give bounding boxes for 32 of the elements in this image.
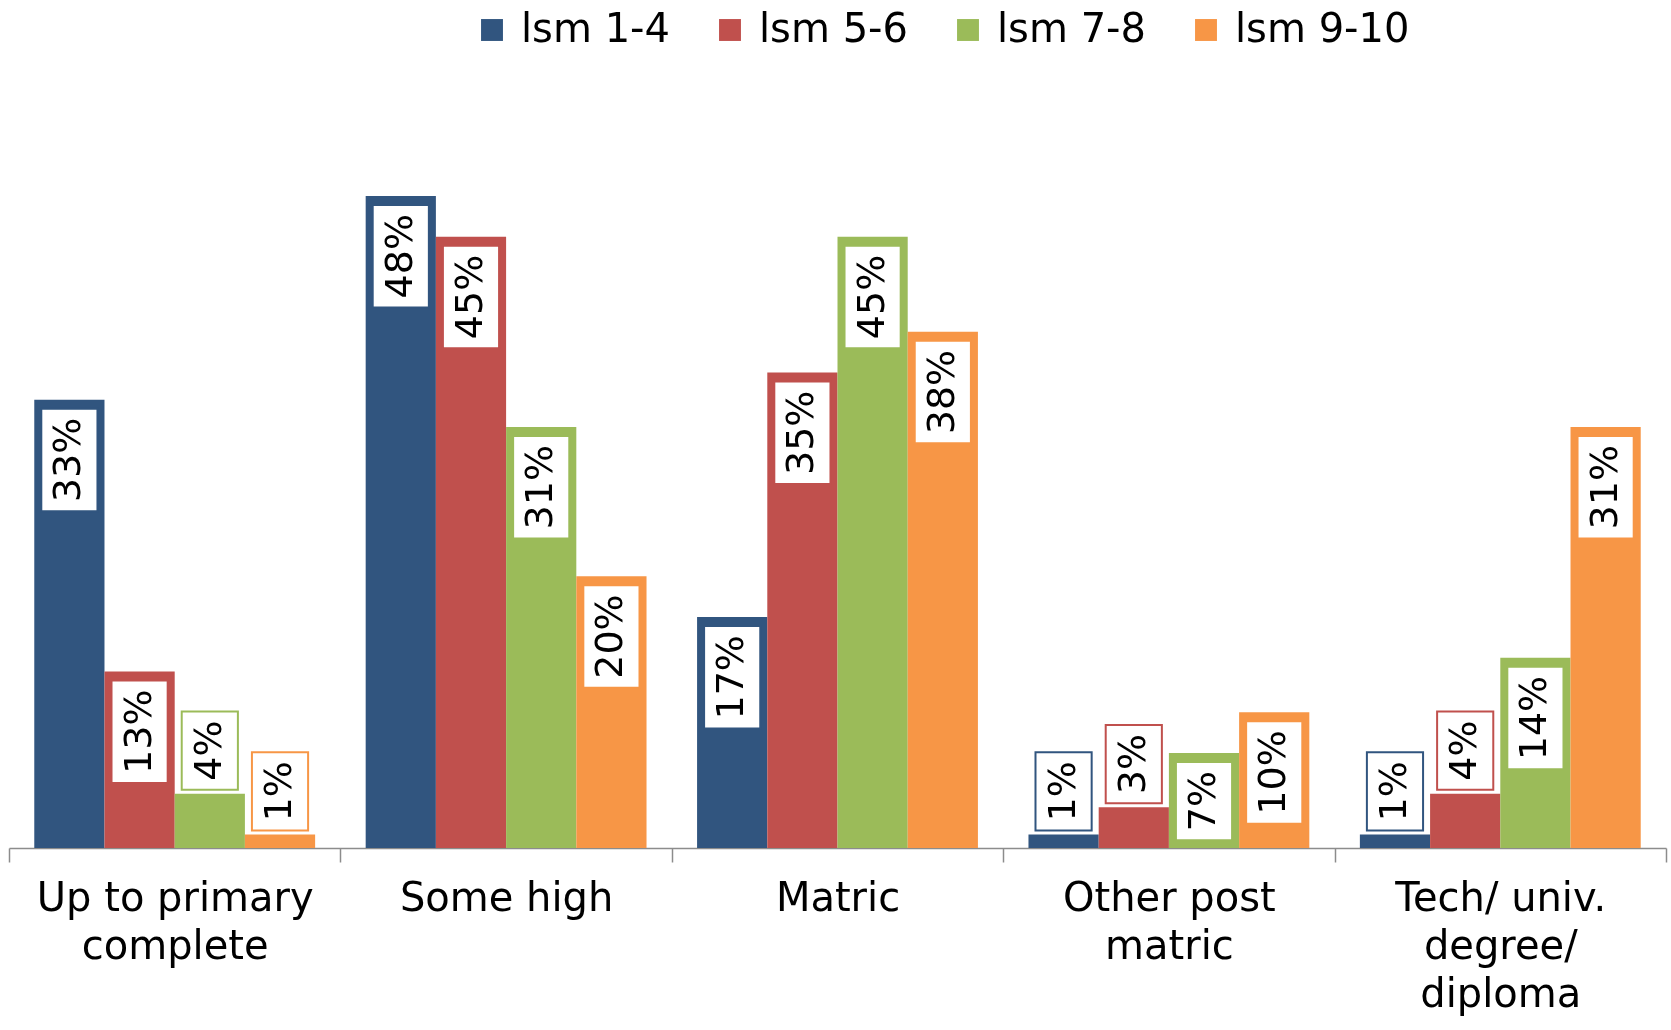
x-tick-label: Other post matric xyxy=(1063,873,1276,968)
x-tick-label: Up to primary complete xyxy=(36,873,314,968)
x-tick-label: Some high xyxy=(399,873,614,920)
data-label: 31% xyxy=(517,444,562,530)
data-label: 4% xyxy=(1441,720,1486,781)
data-label: 33% xyxy=(45,417,90,503)
bar xyxy=(1359,834,1431,848)
data-label: 31% xyxy=(1581,444,1626,530)
data-label: 1% xyxy=(256,761,301,822)
data-label: 45% xyxy=(848,254,893,340)
x-tick-label: Tech/ univ. degree/ diploma xyxy=(1394,873,1607,1016)
data-label: 48% xyxy=(376,214,421,299)
legend-label: lsm 5-6 xyxy=(759,5,908,51)
data-label: 35% xyxy=(778,390,823,476)
data-label: 3% xyxy=(1109,733,1154,795)
legend-label: lsm 9-10 xyxy=(1235,5,1410,51)
data-label: 14% xyxy=(1511,675,1556,761)
data-label: 20% xyxy=(587,594,632,679)
data-label: 10% xyxy=(1250,730,1295,815)
data-label: 1% xyxy=(1039,761,1084,822)
bar xyxy=(1028,834,1099,848)
data-label: 38% xyxy=(918,349,963,435)
data-label: 17% xyxy=(708,635,753,720)
legend-label: lsm 7-8 xyxy=(997,5,1146,51)
data-label: 1% xyxy=(1370,761,1415,822)
x-tick-label: Matric xyxy=(775,873,901,920)
bar xyxy=(244,834,316,848)
data-label: 45% xyxy=(446,254,491,340)
data-label: 7% xyxy=(1180,770,1225,832)
data-label: 13% xyxy=(115,689,160,774)
legend-label: lsm 1-4 xyxy=(521,5,670,51)
data-label: 4% xyxy=(185,720,230,781)
